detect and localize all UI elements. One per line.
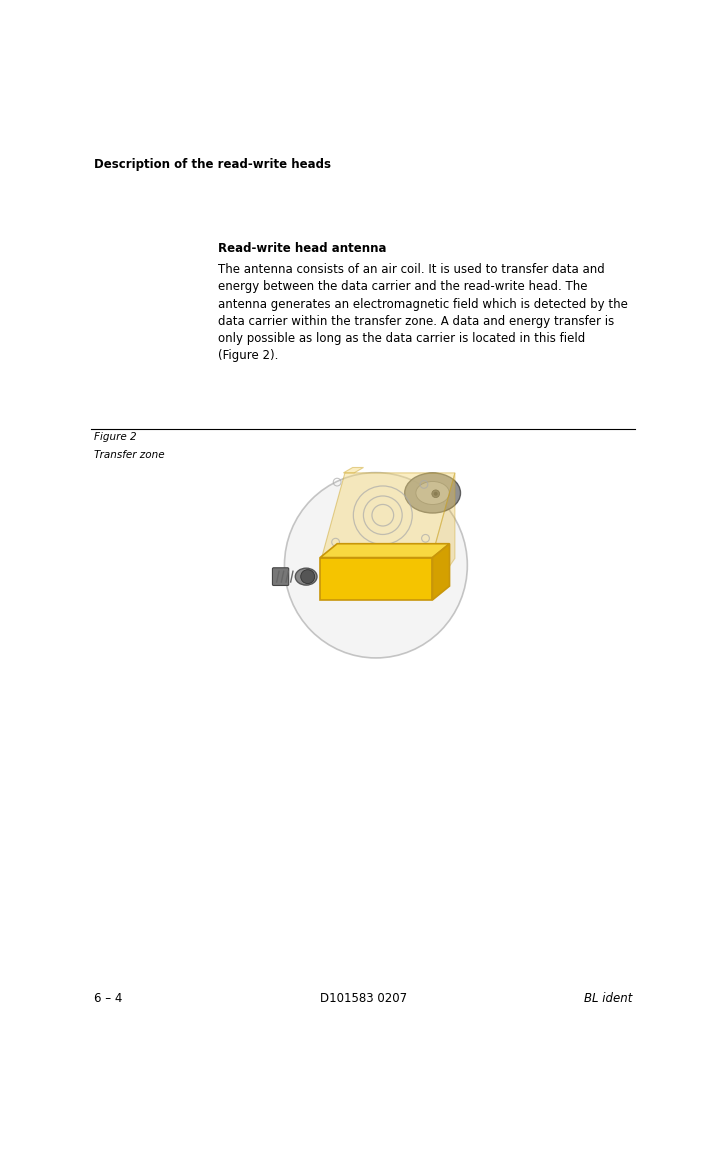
Ellipse shape <box>308 495 428 574</box>
Ellipse shape <box>416 481 450 504</box>
Polygon shape <box>432 543 450 600</box>
Circle shape <box>434 491 437 496</box>
Polygon shape <box>320 543 450 557</box>
Text: antenna generates an electromagnetic field which is detected by the: antenna generates an electromagnetic fie… <box>218 298 627 311</box>
Circle shape <box>432 490 440 497</box>
Text: only possible as long as the data carrier is located in this field: only possible as long as the data carrie… <box>218 333 585 345</box>
Polygon shape <box>343 467 364 473</box>
Polygon shape <box>322 473 455 557</box>
Polygon shape <box>432 473 455 593</box>
Polygon shape <box>322 557 432 593</box>
Text: BL ident: BL ident <box>584 992 632 1005</box>
FancyBboxPatch shape <box>272 567 289 586</box>
Text: (Figure 2).: (Figure 2). <box>218 350 278 363</box>
Text: energy between the data carrier and the read-write head. The: energy between the data carrier and the … <box>218 281 587 294</box>
Text: 6 – 4: 6 – 4 <box>94 992 123 1005</box>
Text: Read-write head antenna: Read-write head antenna <box>218 242 386 254</box>
Text: data carrier within the transfer zone. A data and energy transfer is: data carrier within the transfer zone. A… <box>218 315 614 328</box>
Ellipse shape <box>284 473 467 658</box>
Circle shape <box>301 570 315 584</box>
Ellipse shape <box>405 473 461 513</box>
Polygon shape <box>320 557 432 600</box>
Text: The antenna consists of an air coil. It is used to transfer data and: The antenna consists of an air coil. It … <box>218 264 605 276</box>
Text: Figure 2: Figure 2 <box>94 433 137 442</box>
Ellipse shape <box>296 569 317 585</box>
Text: Description of the read-write heads: Description of the read-write heads <box>94 158 331 170</box>
Text: D101583 0207: D101583 0207 <box>320 992 407 1005</box>
Text: Transfer zone: Transfer zone <box>94 450 164 460</box>
